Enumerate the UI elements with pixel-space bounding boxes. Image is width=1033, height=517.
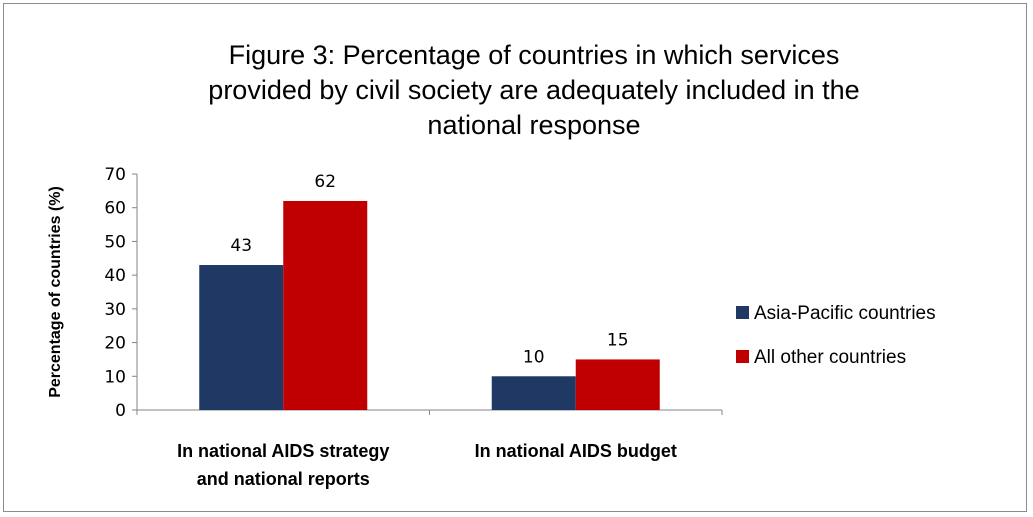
y-tick-label: 0: [115, 401, 126, 421]
data-label: 10: [523, 347, 545, 367]
chart-title-line-2: provided by civil society are adequately…: [208, 75, 860, 105]
y-axis-title: Percentage of countries (%): [47, 186, 64, 398]
y-tick-label: 60: [104, 199, 126, 219]
category-label: In national AIDS strategy: [177, 441, 389, 461]
chart-title-line-3: national response: [427, 110, 641, 140]
legend-label: All other countries: [754, 347, 906, 368]
data-label: 43: [230, 236, 252, 256]
legend-label: Asia-Pacific countries: [754, 303, 936, 324]
legend-swatch: [736, 306, 749, 319]
category-label: and national reports: [197, 469, 370, 489]
legend-swatch: [736, 350, 749, 363]
category-label: In national AIDS budget: [475, 441, 677, 461]
y-tick-label: 70: [104, 165, 126, 185]
data-label: 15: [607, 330, 629, 350]
y-tick-label: 50: [104, 232, 126, 252]
bar: [575, 359, 660, 410]
y-tick-label: 10: [104, 367, 126, 387]
data-label: 62: [314, 172, 336, 192]
y-tick-label: 40: [104, 266, 126, 286]
y-tick-label: 20: [104, 334, 126, 354]
chart-title-line-1: Figure 3: Percentage of countries in whi…: [228, 40, 840, 70]
bar: [491, 376, 576, 410]
bar: [283, 200, 368, 410]
y-tick-label: 30: [104, 300, 126, 320]
chart-title: Figure 3: Percentage of countries in whi…: [84, 38, 984, 143]
bar: [199, 265, 284, 410]
chart-frame: Figure 3: Percentage of countries in whi…: [3, 3, 1027, 512]
